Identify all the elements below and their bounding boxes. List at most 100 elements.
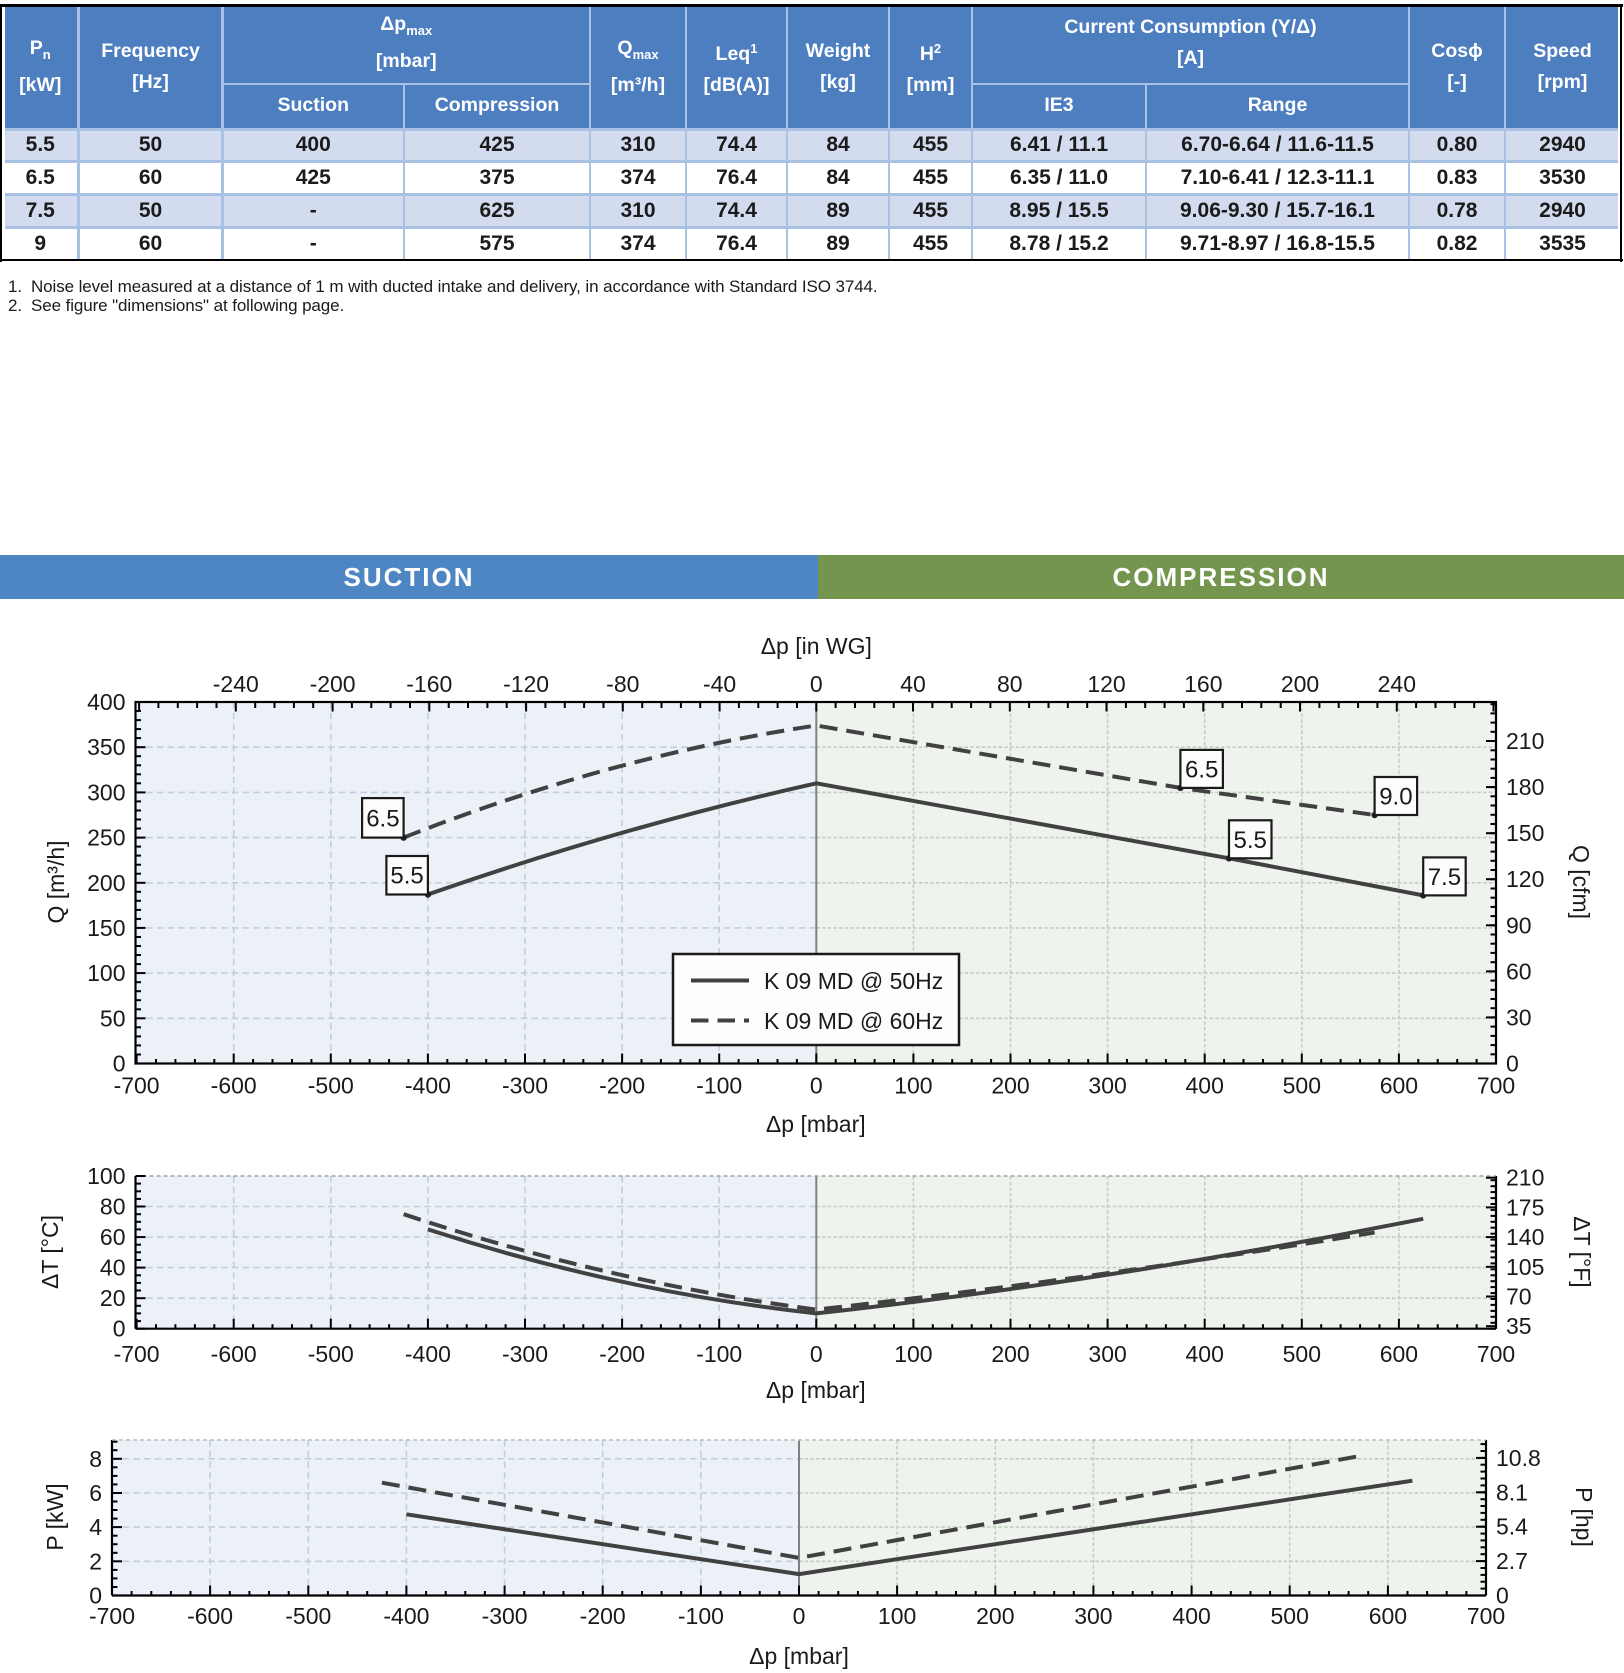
svg-text:100: 100 [878,1603,916,1629]
svg-text:2.7: 2.7 [1496,1548,1528,1574]
svg-text:ΔT [°F]: ΔT [°F] [1569,1216,1595,1287]
svg-text:700: 700 [1477,1073,1515,1099]
svg-text:-400: -400 [405,1341,451,1367]
svg-text:500: 500 [1283,1341,1321,1367]
svg-text:150: 150 [87,915,125,941]
svg-text:100: 100 [87,1163,125,1189]
svg-text:700: 700 [1477,1341,1515,1367]
svg-text:-400: -400 [383,1603,429,1629]
svg-text:20: 20 [100,1285,126,1311]
svg-text:35: 35 [1506,1313,1532,1339]
svg-text:100: 100 [894,1073,932,1099]
svg-text:60: 60 [1506,958,1532,984]
svg-text:-200: -200 [599,1073,645,1099]
svg-text:0: 0 [1506,1051,1519,1077]
svg-text:300: 300 [87,779,125,805]
svg-text:600: 600 [1369,1603,1407,1629]
svg-text:40: 40 [900,671,926,697]
svg-text:Δp [mbar]: Δp [mbar] [766,1111,866,1137]
svg-text:120: 120 [1087,671,1125,697]
svg-text:-300: -300 [482,1603,528,1629]
svg-text:140: 140 [1506,1224,1544,1250]
svg-text:180: 180 [1506,774,1544,800]
svg-text:350: 350 [87,734,125,760]
svg-text:300: 300 [1088,1073,1126,1099]
svg-text:P [kW]: P [kW] [42,1483,68,1550]
svg-text:0: 0 [113,1316,126,1342]
svg-text:600: 600 [1380,1073,1418,1099]
svg-text:80: 80 [100,1194,126,1220]
svg-text:500: 500 [1271,1603,1309,1629]
svg-text:Δp [in WG]: Δp [in WG] [761,633,872,659]
svg-text:400: 400 [1186,1073,1224,1099]
svg-text:105: 105 [1506,1254,1544,1280]
svg-text:-200: -200 [310,671,356,697]
svg-text:500: 500 [1283,1073,1321,1099]
svg-text:-700: -700 [114,1073,160,1099]
svg-text:-500: -500 [285,1603,331,1629]
svg-text:-600: -600 [187,1603,233,1629]
svg-text:-40: -40 [703,671,736,697]
svg-text:-100: -100 [696,1073,742,1099]
svg-text:Δp [mbar]: Δp [mbar] [766,1377,866,1403]
svg-text:60: 60 [100,1224,126,1250]
svg-text:300: 300 [1088,1341,1126,1367]
svg-text:0: 0 [1496,1583,1509,1609]
svg-text:-300: -300 [502,1073,548,1099]
svg-text:30: 30 [1506,1004,1532,1030]
svg-text:0: 0 [810,1341,823,1367]
svg-text:200: 200 [991,1073,1029,1099]
svg-text:8: 8 [89,1446,102,1472]
svg-text:8.1: 8.1 [1496,1479,1528,1505]
svg-text:9.0: 9.0 [1379,784,1412,811]
svg-text:175: 175 [1506,1194,1544,1220]
svg-text:6: 6 [89,1480,102,1506]
svg-text:Q [cfm]: Q [cfm] [1568,845,1594,919]
svg-text:400: 400 [1186,1341,1224,1367]
svg-text:120: 120 [1506,866,1544,892]
svg-text:150: 150 [1506,820,1544,846]
svg-text:700: 700 [1467,1603,1505,1629]
svg-text:-700: -700 [114,1341,160,1367]
svg-text:7.5: 7.5 [1428,864,1461,891]
svg-text:250: 250 [87,825,125,851]
svg-text:600: 600 [1380,1341,1418,1367]
svg-text:-500: -500 [308,1073,354,1099]
svg-text:-240: -240 [213,671,259,697]
svg-text:300: 300 [1074,1603,1112,1629]
svg-text:-200: -200 [580,1603,626,1629]
svg-text:ΔT [°C]: ΔT [°C] [37,1215,63,1289]
svg-text:100: 100 [87,960,125,986]
svg-text:Q [m³/h]: Q [m³/h] [43,840,69,923]
svg-text:90: 90 [1506,912,1532,938]
svg-text:-600: -600 [211,1073,257,1099]
svg-text:70: 70 [1506,1284,1532,1310]
svg-text:4: 4 [89,1514,102,1540]
svg-text:200: 200 [991,1341,1029,1367]
svg-text:-200: -200 [599,1341,645,1367]
svg-text:-160: -160 [406,671,452,697]
svg-text:-700: -700 [89,1603,135,1629]
svg-text:0: 0 [89,1583,102,1609]
svg-text:-400: -400 [405,1073,451,1099]
svg-text:200: 200 [87,870,125,896]
svg-text:5.4: 5.4 [1496,1514,1528,1540]
svg-text:0: 0 [810,1073,823,1099]
svg-text:50: 50 [100,1005,126,1031]
svg-text:2: 2 [89,1548,102,1574]
svg-text:160: 160 [1184,671,1222,697]
svg-text:210: 210 [1506,1165,1544,1191]
svg-text:6.5: 6.5 [1185,756,1218,783]
svg-text:P [hp]: P [hp] [1571,1487,1597,1547]
svg-text:K 09 MD @ 50Hz: K 09 MD @ 50Hz [764,968,943,994]
svg-text:-500: -500 [308,1341,354,1367]
svg-text:-100: -100 [678,1603,724,1629]
svg-text:100: 100 [894,1341,932,1367]
svg-text:-120: -120 [503,671,549,697]
svg-text:5.5: 5.5 [390,863,423,890]
svg-text:80: 80 [997,671,1023,697]
svg-text:0: 0 [793,1603,806,1629]
svg-text:0: 0 [810,671,823,697]
svg-text:Δp [mbar]: Δp [mbar] [749,1643,849,1669]
svg-text:0: 0 [113,1051,126,1077]
